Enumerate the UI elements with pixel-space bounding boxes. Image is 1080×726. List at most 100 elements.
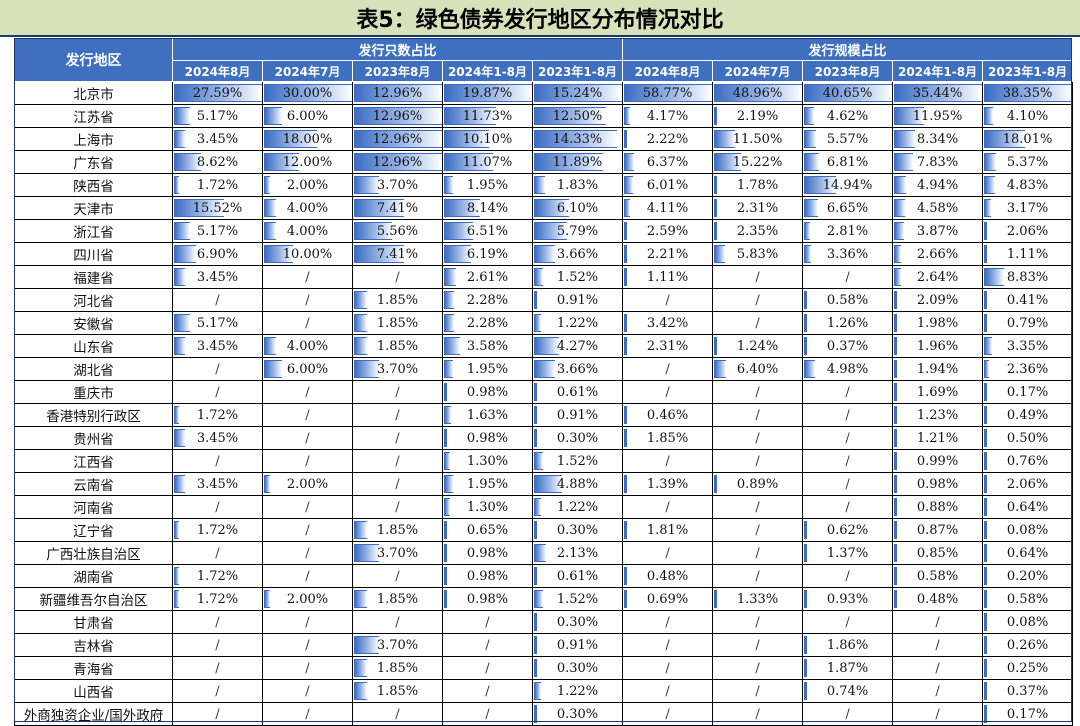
scale-share-cell: /	[712, 265, 804, 289]
share-value: /	[935, 683, 940, 699]
count-share-cell: /	[172, 702, 263, 726]
share-value: 0.30%	[556, 522, 599, 538]
share-value: 0.79%	[1006, 315, 1049, 331]
count-share-cell: /	[352, 449, 443, 473]
share-value: 0.58%	[916, 568, 959, 584]
scale-share-cell: 2.36%	[982, 357, 1074, 381]
data-bar	[534, 383, 537, 401]
share-value: /	[215, 361, 220, 377]
data-bar	[444, 475, 453, 493]
scale-share-cell: /	[712, 426, 804, 450]
count-share-cell: 1.85%	[352, 587, 443, 611]
data-bar	[804, 291, 808, 309]
share-value: /	[845, 407, 850, 423]
count-share-cell: /	[262, 702, 353, 726]
region-cell: 江苏省	[14, 104, 173, 128]
data-bar	[894, 475, 898, 493]
share-value: 2.00%	[286, 476, 329, 492]
data-bar	[624, 314, 628, 332]
table-row: 广西壮族自治区 / / 3.70% 0.98% 2.13% / / 1.37% 0.85% 0.64…	[14, 541, 1074, 565]
data-bar	[804, 130, 817, 148]
count-share-cell: 0.98%	[442, 380, 533, 404]
scale-share-cell: 0.48%	[622, 564, 714, 588]
share-value: /	[305, 706, 310, 722]
data-bar	[624, 475, 628, 493]
share-value: 38.35%	[1002, 85, 1053, 101]
data-bar	[894, 429, 898, 447]
data-bar	[894, 199, 906, 217]
data-bar	[624, 199, 631, 217]
share-value: /	[755, 637, 760, 653]
data-bar	[354, 153, 442, 171]
scale-period-header: 2024年1-8月	[892, 60, 984, 82]
data-bar	[894, 567, 898, 585]
share-value: /	[485, 614, 490, 630]
count-share-cell: /	[442, 679, 533, 703]
scale-share-cell: 4.58%	[892, 196, 984, 220]
count-period-header: 2024年7月	[262, 60, 353, 82]
share-value: 2.61%	[466, 269, 509, 285]
share-value: 0.98%	[466, 384, 509, 400]
count-share-cell: 0.98%	[442, 541, 533, 565]
share-value: 2.31%	[736, 200, 779, 216]
share-value: /	[215, 706, 220, 722]
scale-share-cell: /	[892, 679, 984, 703]
data-bar	[894, 590, 898, 608]
share-value: 0.93%	[826, 591, 869, 607]
count-share-cell: /	[442, 702, 533, 726]
data-bar	[174, 245, 196, 263]
region-cell: 湖南省	[14, 564, 173, 588]
table-row: 福建省 3.45% / / 2.61% 1.52% 1.11% / / 2.64% 8.83%	[14, 265, 1074, 289]
scale-share-cell: 0.87%	[892, 518, 984, 542]
share-value: 1.85%	[376, 683, 419, 699]
count-period-header: 2024年1-8月	[442, 60, 533, 82]
data-bar	[444, 199, 481, 217]
scale-share-cell: 2.22%	[622, 127, 714, 151]
share-value: 1.52%	[556, 453, 599, 469]
share-value: 11.95%	[912, 108, 963, 124]
share-value: /	[305, 522, 310, 538]
share-value: /	[845, 614, 850, 630]
share-value: 10.10%	[462, 131, 513, 147]
count-share-cell: 1.72%	[172, 173, 263, 197]
share-value: /	[665, 637, 670, 653]
count-share-cell: 1.85%	[352, 288, 443, 312]
share-value: 11.07%	[462, 154, 513, 170]
share-value: 1.85%	[376, 315, 419, 331]
data-bar	[714, 84, 802, 102]
count-share-cell: 30.00%	[262, 81, 353, 105]
count-share-cell: 1.30%	[442, 449, 533, 473]
share-value: 1.21%	[916, 430, 959, 446]
share-value: 3.45%	[196, 476, 239, 492]
count-share-cell: 1.52%	[532, 587, 624, 611]
share-value: 1.30%	[466, 499, 509, 515]
share-value: /	[935, 706, 940, 722]
share-value: 5.17%	[196, 223, 239, 239]
data-bar	[534, 268, 543, 286]
count-share-cell: 3.66%	[532, 357, 624, 381]
share-value: 0.20%	[1006, 568, 1049, 584]
scale-share-cell: /	[622, 357, 714, 381]
scale-share-cell: /	[622, 449, 714, 473]
scale-share-cell: 2.35%	[712, 219, 804, 243]
count-share-cell: 1.72%	[172, 403, 263, 427]
data-bar	[264, 222, 276, 240]
share-value: 3.42%	[646, 315, 689, 331]
data-bar	[984, 337, 992, 355]
share-value: 0.30%	[556, 706, 599, 722]
count-share-cell: 1.85%	[352, 656, 443, 680]
count-share-cell: 18.00%	[262, 127, 353, 151]
data-bar	[444, 245, 472, 263]
scale-share-cell: 0.88%	[892, 495, 984, 519]
share-value: 8.34%	[916, 131, 959, 147]
count-share-cell: 3.45%	[172, 334, 263, 358]
scale-share-cell: 0.85%	[892, 541, 984, 565]
scale-share-cell: 1.86%	[802, 633, 894, 657]
data-bar	[894, 452, 898, 470]
share-value: 0.37%	[1006, 683, 1049, 699]
count-share-cell: 1.22%	[532, 679, 624, 703]
share-value: 3.45%	[196, 269, 239, 285]
share-value: 0.08%	[1006, 522, 1049, 538]
share-value: 1.37%	[826, 545, 869, 561]
count-share-cell: 5.17%	[172, 104, 263, 128]
